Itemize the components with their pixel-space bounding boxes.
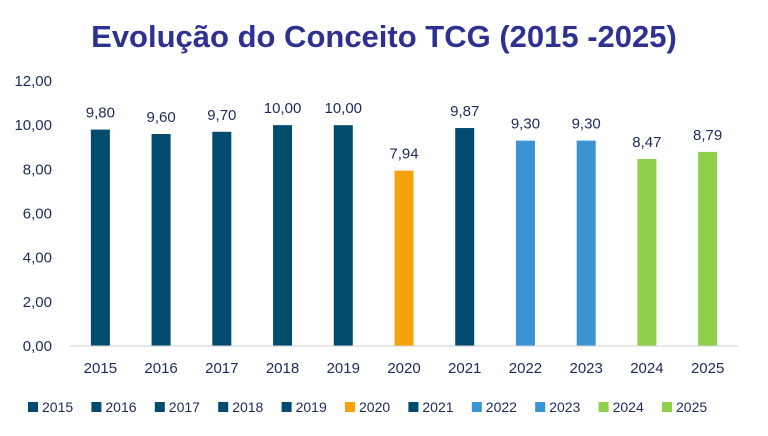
legend-label: 2021 bbox=[422, 399, 453, 415]
legend-swatch bbox=[662, 402, 672, 412]
legend-entry-2019: 2019 bbox=[281, 399, 327, 415]
legend-swatch bbox=[345, 402, 355, 412]
legend-entry-2018: 2018 bbox=[218, 399, 264, 415]
legend-entry-2017: 2017 bbox=[154, 399, 200, 415]
x-tick-label: 2018 bbox=[266, 360, 299, 377]
legend-entry-2020: 2020 bbox=[345, 399, 390, 415]
chart-title: Evolução do Conceito TCG (2015 -2025) bbox=[91, 19, 677, 54]
legend-label: 2023 bbox=[549, 399, 580, 415]
y-tick-label: 6,00 bbox=[23, 206, 52, 223]
x-tick-label: 2020 bbox=[387, 360, 420, 377]
bar-2025 bbox=[698, 151, 718, 346]
bars bbox=[90, 125, 718, 347]
legend-label: 2024 bbox=[613, 399, 644, 415]
legend-label: 2022 bbox=[486, 399, 517, 415]
data-label-2017: 9,70 bbox=[207, 107, 236, 124]
legend-label: 2019 bbox=[296, 399, 327, 415]
legend-label: 2015 bbox=[42, 399, 73, 415]
data-label-2024: 8,47 bbox=[632, 134, 661, 151]
data-label-2016: 9,60 bbox=[146, 109, 175, 126]
y-tick-label: 12,00 bbox=[14, 73, 52, 90]
data-label-2023: 9,30 bbox=[572, 116, 601, 133]
legend-swatch bbox=[471, 402, 482, 412]
legend-swatch bbox=[218, 402, 229, 412]
x-axis: 2015 2016 2017 2018 2019 2020 2021 2022 2023 2024… bbox=[70, 345, 738, 377]
bar-2015 bbox=[90, 129, 110, 346]
x-tick-label: 2015 bbox=[84, 360, 117, 377]
legend-label: 2018 bbox=[232, 399, 263, 415]
bar-2023 bbox=[576, 140, 596, 346]
data-label-2025: 8,79 bbox=[693, 127, 722, 144]
bar-2024 bbox=[637, 158, 657, 346]
y-tick-label: 2,00 bbox=[23, 294, 52, 311]
legend-entry-2023: 2023 bbox=[535, 399, 581, 415]
legend-entry-2021: 2021 bbox=[408, 399, 454, 415]
x-tick-label: 2019 bbox=[327, 360, 360, 377]
x-tick-label: 2024 bbox=[630, 360, 663, 377]
legend-label: 2017 bbox=[169, 399, 200, 415]
legend-swatch bbox=[281, 402, 292, 412]
bar-2021 bbox=[455, 128, 475, 346]
legend-entry-2025: 2025 bbox=[662, 399, 707, 415]
y-axis: 0,00 2,00 4,00 6,00 8,00 10,00 12,00 bbox=[14, 73, 52, 355]
bar-2016 bbox=[151, 134, 171, 346]
y-tick-label: 4,00 bbox=[23, 250, 52, 267]
y-tick-label: 8,00 bbox=[23, 161, 52, 178]
legend-label: 2016 bbox=[105, 399, 136, 415]
legend-label: 2025 bbox=[676, 399, 707, 415]
x-tick-label: 2022 bbox=[509, 360, 542, 377]
legend-entry-2015: 2015 bbox=[28, 399, 73, 415]
x-tick-label: 2021 bbox=[448, 360, 481, 377]
legend-swatch bbox=[154, 402, 165, 412]
legend-label: 2020 bbox=[359, 399, 390, 415]
legend-swatch bbox=[535, 402, 546, 412]
bar-2022 bbox=[515, 140, 535, 346]
y-tick-label: 10,00 bbox=[14, 117, 52, 134]
x-tick-label: 2025 bbox=[691, 360, 724, 377]
legend-swatch bbox=[598, 402, 609, 412]
legend-entry-2022: 2022 bbox=[471, 399, 517, 415]
data-label-2020: 7,94 bbox=[389, 146, 418, 163]
legend: 2015 2016 2017 2018 2019 2020 2021 2022 2023 2024… bbox=[28, 399, 707, 415]
y-tick-label: 0,00 bbox=[23, 338, 52, 355]
x-tick-label: 2016 bbox=[144, 360, 177, 377]
legend-swatch bbox=[28, 402, 38, 412]
legend-swatch bbox=[408, 402, 419, 412]
data-label-2021: 9,87 bbox=[450, 103, 479, 120]
data-label-2019: 10,00 bbox=[324, 100, 362, 117]
data-labels: 9,80 9,60 9,70 10,00 10,00 7,94 9,87 9,30 9,30 8,… bbox=[86, 100, 722, 162]
bar-2019 bbox=[333, 125, 353, 347]
data-label-2015: 9,80 bbox=[86, 105, 115, 122]
data-label-2022: 9,30 bbox=[511, 116, 540, 133]
legend-swatch bbox=[91, 402, 102, 412]
legend-entry-2016: 2016 bbox=[91, 399, 137, 415]
x-tick-label: 2017 bbox=[205, 360, 238, 377]
x-tick-label: 2023 bbox=[569, 360, 602, 377]
bar-2017 bbox=[212, 131, 232, 346]
legend-entry-2024: 2024 bbox=[598, 399, 644, 415]
bar-2020 bbox=[394, 170, 414, 346]
bar-2018 bbox=[273, 125, 293, 347]
data-label-2018: 10,00 bbox=[264, 100, 302, 117]
